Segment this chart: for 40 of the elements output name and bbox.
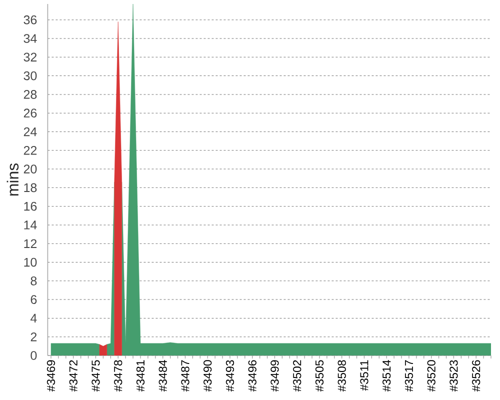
x-tick-label: #3517	[404, 360, 414, 392]
y-axis-title: mins	[6, 163, 19, 196]
x-tick-label: #3478	[114, 360, 122, 392]
x-tick-label: #3475	[92, 360, 100, 392]
y-tick-label: 12	[24, 239, 37, 248]
x-tick-label: #3511	[360, 360, 368, 391]
x-tick-label: #3505	[315, 360, 324, 392]
y-tick-label: 14	[24, 220, 37, 230]
y-tick-label: 28	[24, 90, 37, 99]
y-tick-label: 16	[24, 202, 37, 211]
x-tick-label: #3487	[181, 360, 190, 392]
x-tick-label: #3526	[472, 360, 480, 392]
x-tick-label: #3469	[46, 360, 56, 392]
x-tick-label: #3520	[427, 360, 436, 392]
y-tick-label: 36	[24, 15, 37, 24]
y-tick-label: 18	[24, 183, 37, 192]
x-tick-label: #3484	[158, 360, 167, 392]
y-tick-label: 2	[30, 332, 37, 342]
y-tick-label: 8	[30, 276, 37, 286]
x-tick-label: #3508	[338, 360, 346, 392]
x-tick-label: #3472	[69, 360, 78, 392]
y-tick-label: 32	[24, 52, 37, 62]
y-tick-label: 30	[24, 71, 37, 80]
y-tick-label: 20	[24, 164, 37, 174]
y-tick-label: 10	[24, 258, 37, 267]
y-tick-label: 6	[30, 295, 37, 304]
y-tick-label: 0	[30, 351, 37, 360]
y-tick-label: 34	[24, 34, 37, 43]
x-tick-label: #3514	[382, 360, 391, 392]
x-tick-label: #3481	[136, 360, 145, 392]
x-tick-label: #3502	[293, 360, 302, 392]
x-tick-label: #3493	[226, 360, 234, 392]
x-tick-label: #3496	[248, 360, 256, 392]
x-tick-label: #3490	[204, 360, 212, 392]
x-tick-label: #3523	[450, 360, 458, 392]
x-tick-label: #3499	[270, 360, 279, 392]
y-tick-label: 22	[24, 146, 37, 155]
y-tick-label: 26	[24, 108, 37, 118]
y-tick-label: 24	[24, 127, 37, 136]
y-tick-label: 4	[30, 314, 37, 323]
